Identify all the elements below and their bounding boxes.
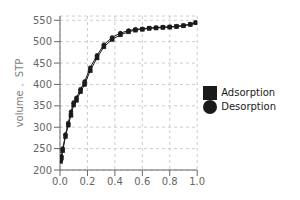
html-text:Desorption: Desorption	[221, 101, 276, 112]
svg-text:250: 250	[33, 143, 52, 154]
svg-text:300: 300	[33, 122, 52, 133]
svg-text:0.2: 0.2	[79, 176, 95, 187]
svg-text:0.0: 0.0	[52, 176, 68, 187]
svg-text:1.0: 1.0	[189, 176, 205, 187]
svg-text:350: 350	[33, 100, 52, 111]
svg-text:0.4: 0.4	[107, 176, 123, 187]
svg-text:0.8: 0.8	[162, 176, 178, 187]
svg-text:0.6: 0.6	[134, 176, 150, 187]
html-text:Adsorption: Adsorption	[221, 87, 276, 98]
svg-text:200: 200	[33, 165, 52, 176]
svg-text:volume， STP: volume， STP	[14, 59, 25, 128]
svg-text:400: 400	[33, 79, 52, 90]
svg-text:450: 450	[33, 58, 52, 69]
svg-text:550: 550	[33, 15, 52, 26]
svg-text:500: 500	[33, 36, 52, 47]
